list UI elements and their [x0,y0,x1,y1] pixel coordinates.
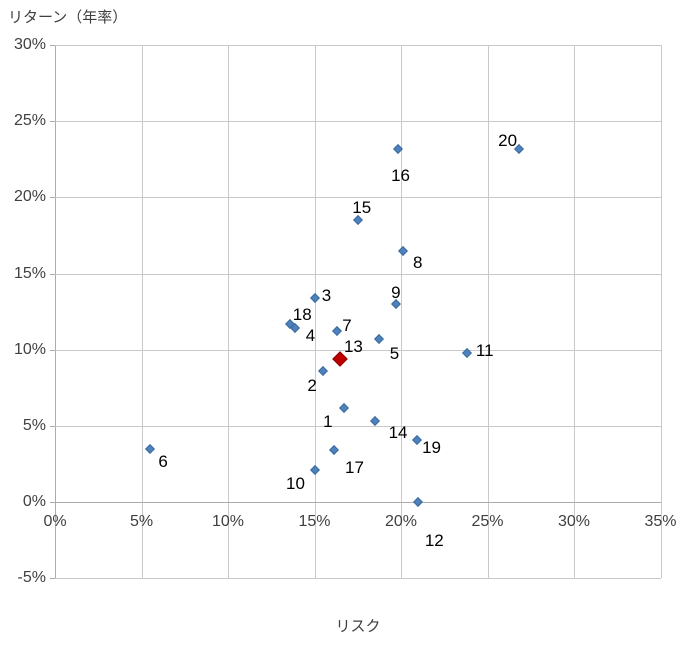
point-label: 2 [307,376,317,396]
h-gridline [55,349,661,351]
point-label: 8 [412,252,423,272]
scatter-point [413,497,424,507]
v-gridline [487,45,489,579]
x-tick-label: 5% [129,513,154,530]
point-label: 7 [342,316,352,336]
y-axis-tick [50,502,55,503]
x-tick-label: 10% [211,513,245,530]
x-tick-label: 20% [384,513,418,530]
y-axis-tick [50,273,55,275]
h-gridline [55,502,661,503]
x-axis-title: リスク [335,618,381,635]
point-label: 1 [323,411,333,431]
point-label: 4 [305,326,316,346]
h-gridline [55,197,661,199]
y-tick-label: 30% [13,36,46,54]
point-label: 17 [345,458,364,478]
x-tick-label: 35% [644,513,677,530]
h-gridline [55,578,661,580]
h-gridline [55,45,661,47]
point-label: 13 [343,336,363,356]
y-tick-label: 5% [22,416,46,434]
v-gridline [660,45,662,579]
x-tick-label: 15% [298,513,331,530]
y-axis-tick [50,45,55,47]
scatter-point [145,443,156,454]
scatter-point [370,416,380,427]
y-axis-tick [50,425,55,427]
x-tick-label: 30% [557,513,591,530]
scatter-point [373,334,384,344]
point-label: 12 [424,531,444,550]
scatter-point [318,366,329,376]
scatter-point [411,434,422,445]
h-gridline [55,273,661,275]
scatter-point [332,326,342,337]
point-label: 14 [388,423,408,443]
x-tick-label: 0% [43,513,67,530]
point-label: 18 [292,304,312,324]
h-gridline [55,121,661,123]
y-axis-tick [50,121,55,123]
point-label: 20 [498,130,518,150]
point-label: 19 [422,437,442,457]
x-tick-label: 25% [471,513,504,530]
v-gridline [401,45,402,579]
point-label: 5 [389,344,400,364]
point-label: 15 [352,198,372,218]
point-label: 16 [391,165,410,185]
scatter-point [397,245,408,256]
v-gridline [574,45,575,579]
y-tick-label: -5% [17,569,46,587]
scatter-point [309,465,320,475]
y-axis-tick [50,578,55,580]
scatter-point [328,445,339,456]
h-gridline [55,425,661,427]
y-tick-label: 15% [13,264,46,282]
y-tick-label: 0% [22,493,46,510]
v-gridline [141,45,143,579]
scatter-point [309,292,320,303]
point-label: 6 [158,451,168,471]
y-axis-title: リターン（年率） [8,9,128,26]
v-gridline [228,45,229,579]
point-label: 11 [475,340,494,360]
y-axis-tick [50,197,55,199]
point-label: 10 [286,474,305,494]
y-tick-label: 10% [13,340,46,358]
y-axis-tick [50,349,55,351]
point-label: 3 [321,285,332,305]
v-gridline [314,45,316,579]
y-tick-label: 20% [13,188,46,206]
y-tick-label: 25% [13,112,46,130]
point-label: 9 [391,283,401,302]
scatter-point [338,402,349,413]
v-gridline [55,45,56,579]
